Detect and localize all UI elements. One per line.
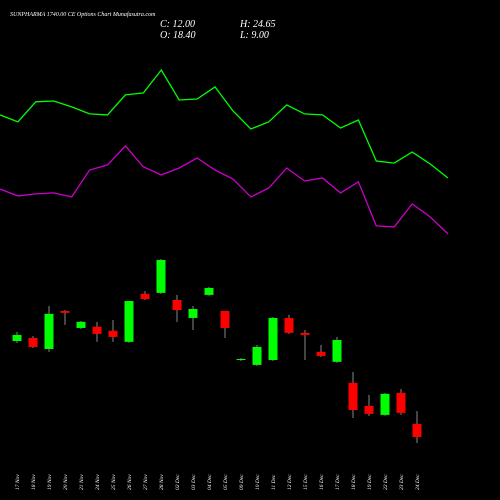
x-tick-label: 25 Nov xyxy=(111,474,117,490)
x-tick-label: 28 Nov xyxy=(159,474,165,490)
x-tick-label: 02 Dec xyxy=(175,474,181,490)
candle-body xyxy=(204,287,214,295)
candle-body xyxy=(380,393,390,415)
close-info: C: 12.00 xyxy=(160,19,195,30)
candle-body xyxy=(140,293,150,299)
x-tick-label: 26 Nov xyxy=(127,474,133,490)
candle-body xyxy=(284,317,294,333)
candle-body xyxy=(60,311,70,313)
x-tick-label: 24 Dec xyxy=(414,474,421,490)
x-tick-label: 18 Dec xyxy=(351,474,357,490)
low-info: L: 9.00 xyxy=(239,30,269,41)
high-info: H: 24.65 xyxy=(239,19,276,30)
x-tick-label: 17 Dec xyxy=(335,474,341,490)
candle-body xyxy=(332,340,342,362)
candle-body xyxy=(156,260,166,293)
x-tick-label: 23 Dec xyxy=(399,474,405,490)
x-tick-label: 27 Nov xyxy=(143,474,149,490)
x-tick-label: 15 Dec xyxy=(303,474,309,490)
x-tick-label: 16 Dec xyxy=(319,474,325,490)
candle-body xyxy=(348,382,358,410)
x-tick-label: 09 Dec xyxy=(239,474,245,490)
candle-body xyxy=(124,301,134,342)
candle-body xyxy=(28,337,38,347)
x-tick-label: 12 Dec xyxy=(287,474,293,490)
x-tick-label: 05 Dec xyxy=(223,474,229,490)
candle-body xyxy=(12,334,22,342)
x-tick-label: 10 Dec xyxy=(255,474,261,490)
candle-body xyxy=(412,423,422,437)
x-tick-label: 19 Dec xyxy=(367,474,373,490)
candle-body xyxy=(236,358,246,360)
indicator-line xyxy=(0,144,449,235)
candle-body xyxy=(364,405,374,414)
candle-body xyxy=(252,346,262,365)
x-tick-label: 24 Nov xyxy=(94,474,101,490)
x-tick-label: 20 Nov xyxy=(63,474,69,490)
x-tick-label: 17 Nov xyxy=(15,474,21,490)
chart-title: SUNPHARMA 1740.00 CE Options Chart Munaf… xyxy=(10,11,156,18)
x-tick-label: 11 Dec xyxy=(271,474,277,490)
candle-body xyxy=(188,308,198,318)
candle-body xyxy=(108,330,118,337)
candle-body xyxy=(316,351,326,356)
candle-body xyxy=(76,321,86,328)
x-tick-label: 22 Dec xyxy=(383,474,389,490)
x-tick-label: 21 Nov xyxy=(79,474,85,490)
x-tick-label: 04 Dec xyxy=(206,474,213,490)
candle-body xyxy=(396,392,406,413)
candle-body xyxy=(92,326,102,334)
x-tick-label: 03 Dec xyxy=(191,474,197,490)
open-info: O: 18.40 xyxy=(160,30,196,41)
candle-body xyxy=(268,317,278,360)
x-tick-label: 19 Nov xyxy=(47,474,53,490)
candle-body xyxy=(172,300,182,310)
candle-body xyxy=(300,332,310,335)
candle-body xyxy=(44,313,54,349)
candle-body xyxy=(220,311,230,328)
indicator-line xyxy=(0,68,449,179)
x-tick-label: 18 Nov xyxy=(31,474,37,490)
